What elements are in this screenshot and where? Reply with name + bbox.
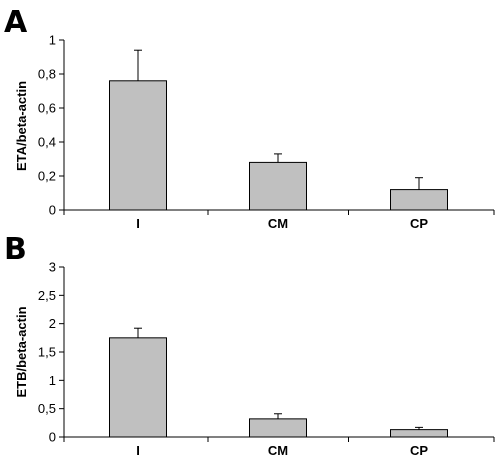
y-tick-label-b-3: 1,5 bbox=[38, 345, 56, 360]
bar-b-cp bbox=[390, 429, 448, 438]
panel-label-b: B bbox=[4, 232, 27, 267]
y-tick-label-a-3: 0,6 bbox=[38, 101, 56, 116]
y-axis-title-a: ETA/beta-actin bbox=[14, 81, 29, 171]
panel-a: A ETA/beta-actin 0 0,2 0,4 0,6 0,8 1 I CM CP bbox=[4, 5, 495, 231]
x-tick-label-a-i: I bbox=[136, 216, 140, 231]
y-tick-label-a-0: 0 bbox=[49, 203, 56, 218]
y-tick-label-a-5: 1 bbox=[49, 33, 56, 48]
y-tick-label-a-4: 0,8 bbox=[38, 67, 56, 82]
bar-b-i bbox=[109, 337, 167, 438]
x-tick-label-b-cp: CP bbox=[410, 443, 428, 458]
y-tick-label-b-0: 0 bbox=[49, 430, 56, 445]
y-tick-label-a-1: 0,2 bbox=[38, 169, 56, 184]
bar-a-cp bbox=[390, 189, 448, 211]
x-tick-label-a-cp: CP bbox=[410, 216, 428, 231]
x-tick-label-b-i: I bbox=[136, 443, 140, 458]
y-tick-label-b-2: 1 bbox=[49, 373, 56, 388]
x-tick-label-a-cm: CM bbox=[268, 216, 288, 231]
y-tick-label-b-6: 3 bbox=[49, 260, 56, 275]
bar-b-cm bbox=[249, 418, 307, 438]
bar-a-i bbox=[109, 80, 167, 211]
y-tick-label-a-2: 0,4 bbox=[38, 135, 56, 150]
y-axis-title-b: ETB/beta-actin bbox=[14, 306, 29, 397]
y-tick-label-b-5: 2,5 bbox=[38, 288, 56, 303]
y-tick-label-b-4: 2 bbox=[49, 316, 56, 331]
panel-b: B ETB/beta-actin 0 0,5 1 1,5 2 2,5 3 I CM CP bbox=[4, 232, 495, 458]
panel-label-a: A bbox=[4, 5, 28, 40]
x-tick-label-b-cm: CM bbox=[268, 443, 288, 458]
y-tick-label-b-1: 0,5 bbox=[38, 401, 56, 416]
bar-a-cm bbox=[249, 161, 307, 211]
